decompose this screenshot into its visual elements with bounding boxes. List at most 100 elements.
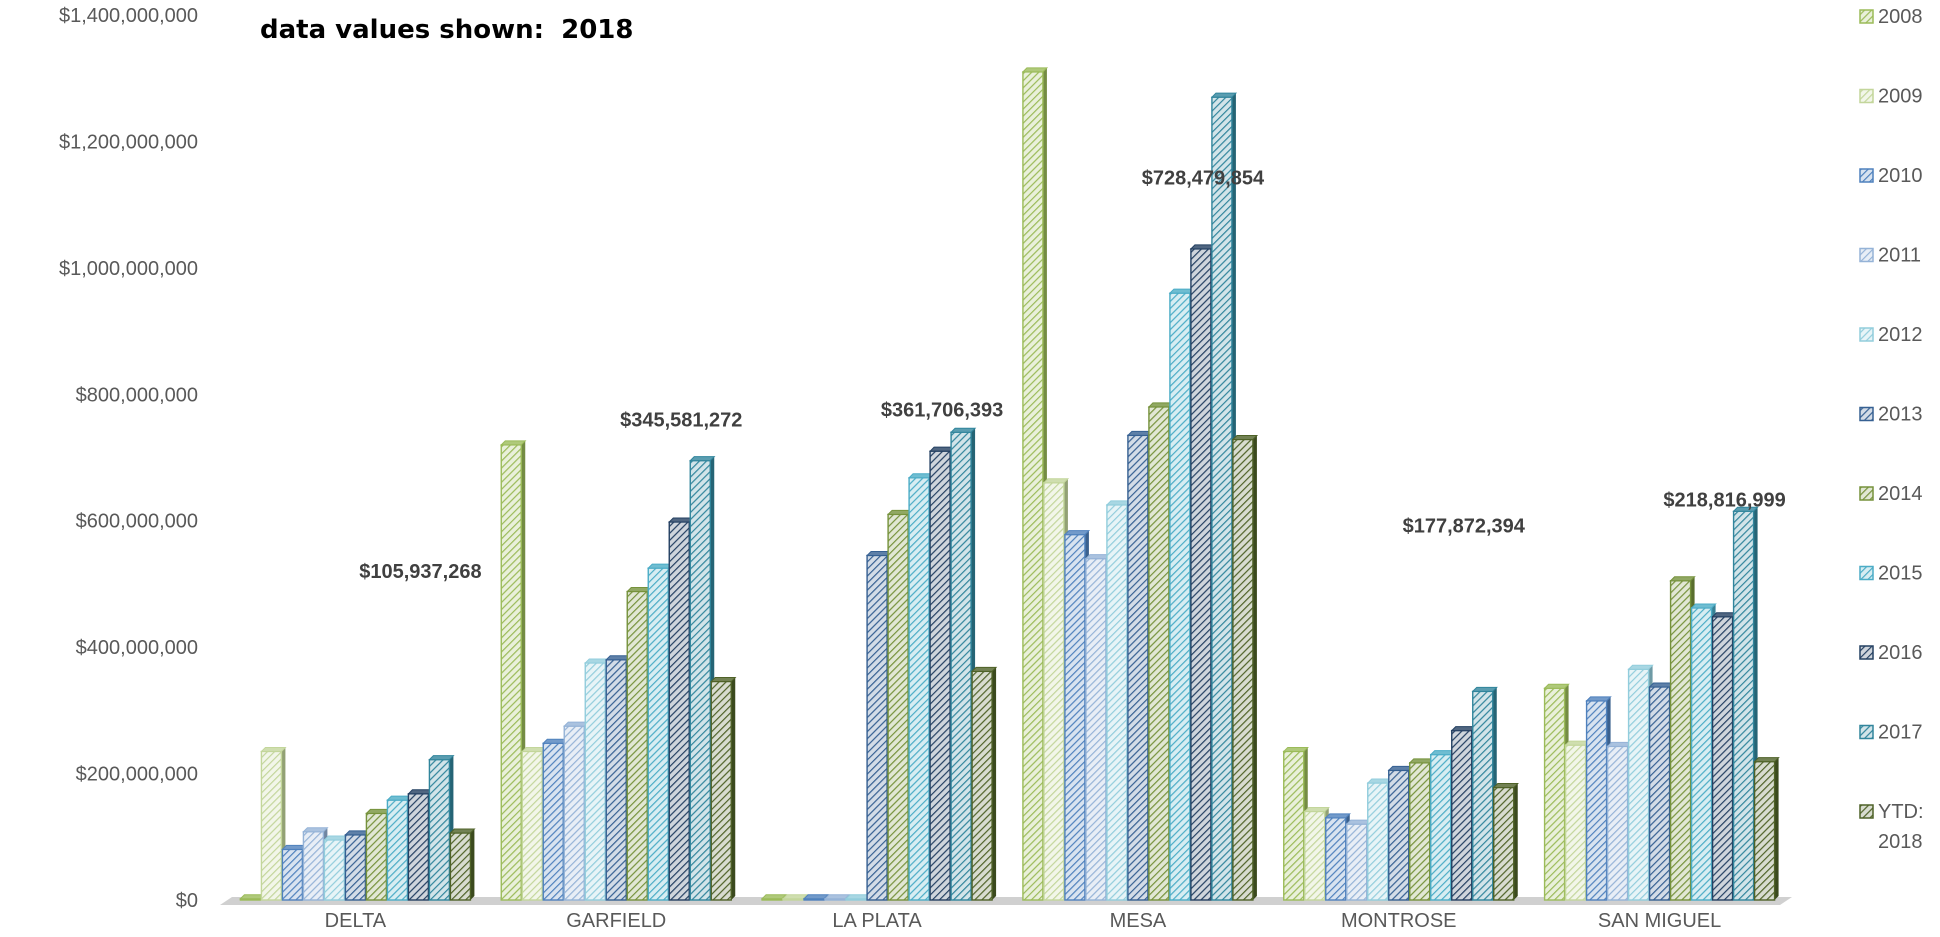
bar-front [710,680,732,901]
bar-top [1063,530,1091,536]
bar-top [1021,67,1049,73]
bar-top [1471,686,1498,692]
bar [710,677,737,901]
bar-top [1543,683,1570,689]
legend-swatch [1859,88,1874,104]
bar [1753,757,1780,901]
data-label: $728,479,854 [1142,167,1265,189]
x-tick-label: MONTROSE [1341,910,1457,932]
bar-top [949,427,977,433]
legend-label: 2014 [1878,483,1923,505]
x-tick-label: GARFIELD [566,910,666,932]
legend-swatch [1859,804,1874,819]
y-tick-label: $1,000,000,000 [59,258,198,280]
bar-front [647,567,669,901]
x-tick-label: MESA [1110,910,1167,932]
bar-top [689,456,716,462]
bar-front [1022,71,1044,901]
category-group [500,440,737,901]
bar-top [1753,757,1780,763]
bar-front [302,831,325,901]
legend-item: 2015 [1859,563,1923,585]
bar-top [1585,696,1612,702]
y-tick-label: $0 [176,890,198,912]
bar-front [971,670,993,901]
legend-swatch [1859,247,1874,263]
bar-front [626,590,648,901]
bar-front [1367,782,1389,901]
y-axis: $0 $200,000,000 $400,000,000 $600,000,000 $8… [59,5,198,912]
bar-top [760,894,788,900]
legend-swatch [1859,168,1874,183]
bar-top [710,677,737,683]
legend-label: 2012 [1878,324,1923,346]
legend: 2008 2009 2010 2011 2012 2013 2014 2015 2016 2017… [1859,6,1924,853]
bar-front [563,725,585,901]
bar-front [866,554,888,901]
legend-label: YTD: 2018 [1878,801,1924,853]
data-label: $105,937,268 [359,561,481,583]
bar-top [260,746,287,752]
bar-top [1231,434,1259,440]
y-tick-label: $1,200,000,000 [59,131,198,153]
bar-front [1346,823,1368,901]
bar-front [323,839,346,901]
bar-front [908,477,930,901]
data-label: $361,706,393 [881,399,1003,421]
bar-front [500,444,522,901]
category-group [1282,686,1519,901]
bar-front [1325,817,1347,901]
bar-front [1148,406,1170,901]
bar-side [1252,435,1257,900]
bar-front [1493,786,1515,901]
legend-label: 2016 [1878,642,1923,664]
bar-front [1304,810,1326,901]
bar-front [1451,729,1473,901]
bar-front [365,812,388,901]
bar-front [344,834,367,901]
bar-top [428,755,455,761]
bar-front [1106,504,1128,901]
data-note-label: data values shown: [260,15,544,45]
bar-front [1732,510,1755,901]
bar-top [970,666,998,672]
legend-item: 2013 [1859,404,1923,426]
legend-label: 2015 [1878,563,1923,585]
bar-front [1190,248,1212,901]
bar-top [1627,664,1654,670]
bar-front [929,450,951,901]
bar-front [1085,557,1107,901]
bar-top [1690,603,1717,609]
bar-front [260,750,283,901]
legend-swatch [1859,327,1874,342]
legend-swatch [1859,724,1874,740]
bar-front [1409,762,1431,901]
bar-front [1543,687,1566,901]
bar [823,894,851,901]
bar-front [521,750,543,901]
legend-label: 2009 [1878,86,1923,108]
legend-swatch [1859,486,1874,501]
bar-front [449,832,472,901]
bar-front [1430,753,1452,901]
bar [970,666,998,901]
data-note-value: 2018 [561,15,633,45]
bar-front [1627,668,1650,901]
bar-front [1606,745,1629,901]
y-tick-label: $200,000,000 [76,764,198,786]
legend-item: 2008 [1859,6,1923,28]
legend-swatch [1859,565,1874,581]
category-group [1543,506,1780,901]
bar-front [1169,292,1191,901]
legend-item: 2016 [1859,642,1923,664]
bar-side [1513,783,1518,900]
legend-swatch [1859,9,1874,24]
category-group [239,746,476,901]
legend-label: 2010 [1878,165,1923,187]
bar-front [1388,769,1410,901]
bar-front [689,459,711,901]
bar-top [1042,478,1070,484]
bar-front [1064,533,1086,901]
bar-front [1669,580,1692,901]
